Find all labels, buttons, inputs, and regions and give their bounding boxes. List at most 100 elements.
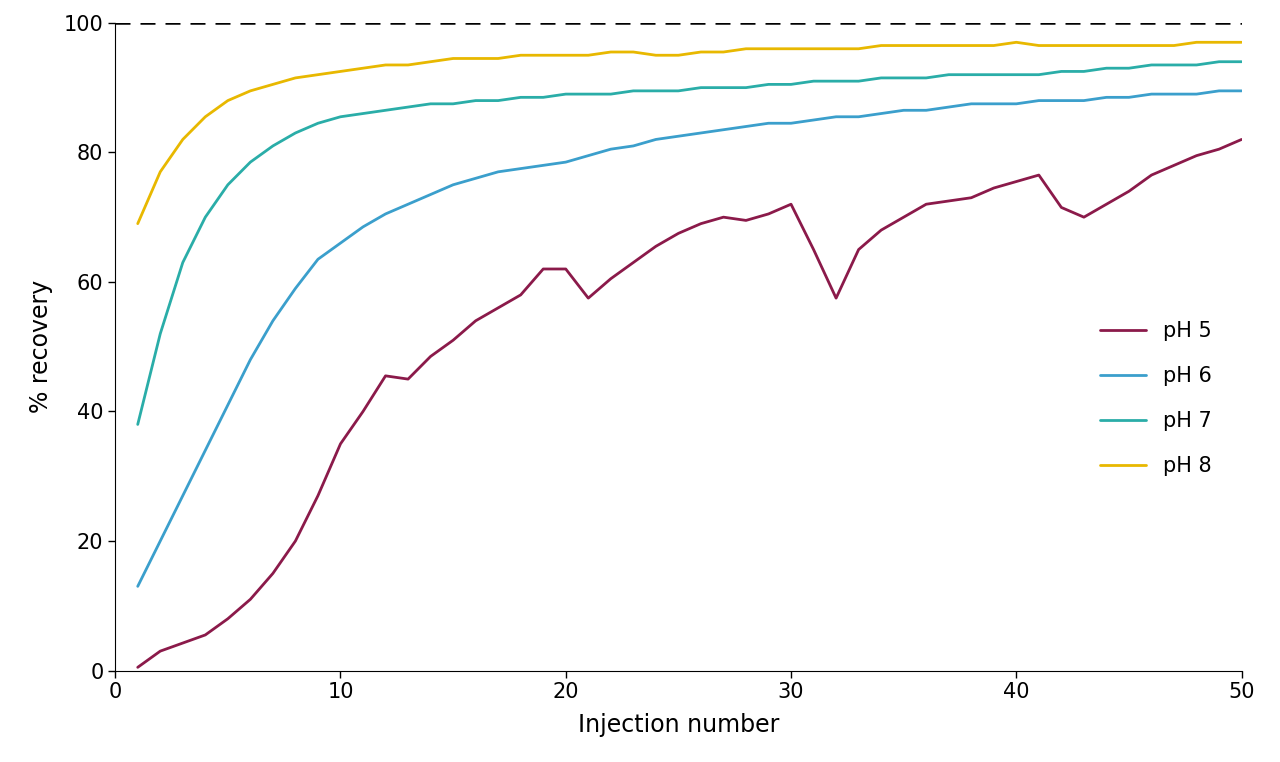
pH 8 <box>131 219 146 228</box>
pH 5 <box>243 594 259 604</box>
pH 7 <box>873 73 888 82</box>
pH 6 <box>648 135 663 144</box>
pH 7 <box>626 86 641 95</box>
pH 5 <box>760 210 776 219</box>
pH 6 <box>265 316 280 325</box>
pH 8 <box>401 60 416 69</box>
pH 8 <box>1032 41 1047 50</box>
pH 6 <box>694 129 709 138</box>
pH 5 <box>288 536 303 546</box>
pH 6 <box>1121 93 1137 102</box>
pH 5 <box>828 293 844 303</box>
pH 8 <box>152 167 168 176</box>
pH 8 <box>356 64 371 73</box>
pH 5 <box>535 264 550 274</box>
pH 6 <box>1189 89 1204 98</box>
pH 8 <box>648 50 663 59</box>
pH 5 <box>1098 200 1114 209</box>
pH 7 <box>1166 60 1181 69</box>
pH 5 <box>1166 161 1181 170</box>
pH 7 <box>1032 70 1047 79</box>
pH 5 <box>468 316 484 325</box>
pH 7 <box>1053 67 1069 76</box>
pH 5 <box>1053 203 1069 212</box>
pH 6 <box>760 119 776 128</box>
pH 6 <box>445 180 461 189</box>
pH 5 <box>694 219 709 228</box>
pH 6 <box>783 119 799 128</box>
pH 7 <box>468 96 484 105</box>
pH 8 <box>1121 41 1137 50</box>
pH 7 <box>603 89 618 98</box>
pH 6 <box>401 200 416 209</box>
pH 6 <box>581 151 596 160</box>
pH 8 <box>873 41 888 50</box>
pH 8 <box>333 67 348 76</box>
pH 6 <box>1144 89 1160 98</box>
pH 8 <box>760 44 776 53</box>
pH 6 <box>1234 86 1249 95</box>
pH 6 <box>175 491 191 500</box>
pH 5 <box>131 663 146 672</box>
pH 7 <box>1098 64 1114 73</box>
pH 5 <box>197 630 212 639</box>
pH 8 <box>558 50 573 59</box>
pH 7 <box>197 213 212 222</box>
Line: pH 7: pH 7 <box>138 62 1242 424</box>
pH 5 <box>739 216 754 225</box>
pH 5 <box>1121 187 1137 196</box>
pH 8 <box>986 41 1001 50</box>
pH 8 <box>175 135 191 144</box>
pH 5 <box>716 213 731 222</box>
pH 6 <box>152 536 168 546</box>
pH 5 <box>422 352 438 361</box>
pH 8 <box>1098 41 1114 50</box>
X-axis label: Injection number: Injection number <box>577 713 780 738</box>
pH 5 <box>1234 135 1249 144</box>
pH 8 <box>310 70 325 79</box>
pH 5 <box>873 226 888 235</box>
pH 6 <box>1166 89 1181 98</box>
pH 6 <box>1009 99 1024 108</box>
pH 7 <box>896 73 911 82</box>
pH 8 <box>1009 37 1024 46</box>
pH 8 <box>1076 41 1092 50</box>
pH 8 <box>1189 37 1204 46</box>
pH 6 <box>513 164 529 173</box>
pH 5 <box>1189 151 1204 160</box>
pH 7 <box>265 142 280 151</box>
pH 7 <box>401 102 416 111</box>
pH 6 <box>468 174 484 183</box>
pH 7 <box>739 83 754 92</box>
pH 6 <box>422 190 438 199</box>
pH 5 <box>648 242 663 251</box>
pH 7 <box>513 93 529 102</box>
pH 5 <box>356 407 371 416</box>
pH 6 <box>535 161 550 170</box>
pH 5 <box>401 374 416 383</box>
pH 6 <box>986 99 1001 108</box>
pH 6 <box>626 142 641 151</box>
pH 8 <box>422 57 438 66</box>
pH 8 <box>378 60 393 69</box>
pH 8 <box>806 44 822 53</box>
pH 7 <box>828 77 844 86</box>
Line: pH 5: pH 5 <box>138 139 1242 668</box>
pH 8 <box>783 44 799 53</box>
pH 6 <box>131 582 146 591</box>
pH 7 <box>964 70 979 79</box>
pH 5 <box>220 614 236 623</box>
pH 5 <box>1076 213 1092 222</box>
pH 8 <box>1053 41 1069 50</box>
pH 7 <box>356 109 371 118</box>
pH 6 <box>873 109 888 118</box>
pH 7 <box>716 83 731 92</box>
pH 5 <box>783 200 799 209</box>
pH 7 <box>422 99 438 108</box>
pH 6 <box>671 132 686 141</box>
pH 8 <box>739 44 754 53</box>
pH 7 <box>243 158 259 167</box>
pH 6 <box>806 115 822 124</box>
pH 6 <box>828 112 844 121</box>
pH 7 <box>220 180 236 189</box>
